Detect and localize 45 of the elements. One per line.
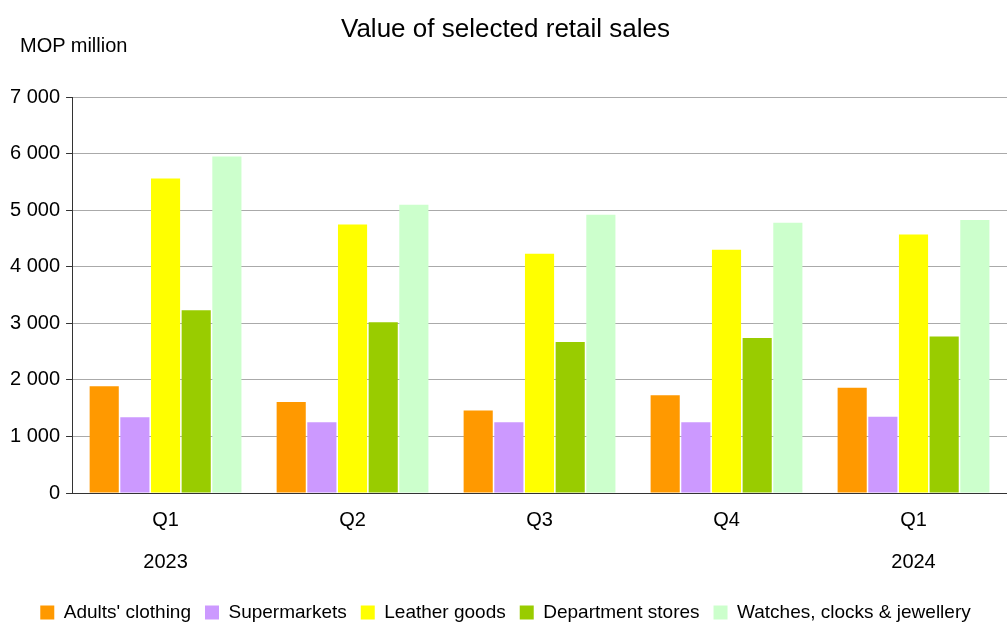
bar xyxy=(276,401,306,493)
legend-label: Supermarkets xyxy=(228,600,347,622)
bar xyxy=(555,342,585,493)
bar xyxy=(711,249,742,493)
x-tick-label: Q2 xyxy=(339,507,366,530)
bar xyxy=(960,219,990,493)
bar xyxy=(494,422,524,493)
bar xyxy=(524,253,555,493)
legend-label: Watches, clocks & jewellery xyxy=(737,600,972,622)
y-tick-label: 3 000 xyxy=(9,310,61,333)
y-tick-label: 6 000 xyxy=(9,141,61,164)
bar xyxy=(837,387,867,493)
bar xyxy=(212,156,242,493)
bar xyxy=(307,422,337,493)
bar xyxy=(463,410,493,493)
bar xyxy=(399,204,429,493)
bar xyxy=(181,310,211,493)
y-tick-label: 4 000 xyxy=(9,254,61,277)
bar xyxy=(337,224,368,493)
bar xyxy=(773,222,803,493)
legend-label: Department stores xyxy=(543,600,700,622)
bar xyxy=(742,338,772,493)
y-tick-label: 0 xyxy=(48,480,61,503)
chart-title: Value of selected retail sales xyxy=(340,12,671,43)
bar xyxy=(898,234,929,493)
legend-label: Leather goods xyxy=(384,600,506,622)
y-tick-label: 7 000 xyxy=(9,84,61,107)
bar xyxy=(650,395,680,493)
x-tick-label: Q4 xyxy=(713,507,740,530)
bar xyxy=(929,336,959,493)
bar xyxy=(150,178,181,493)
bar xyxy=(89,386,119,493)
x-tick-label: Q1 2024 xyxy=(891,507,936,572)
x-tick-label: Q1 2023 xyxy=(143,507,188,572)
bar xyxy=(868,416,898,493)
bar xyxy=(681,422,711,493)
y-tick-label: 2 000 xyxy=(9,367,61,390)
x-tick-label: Q3 xyxy=(526,507,553,530)
bar xyxy=(120,417,150,493)
y-axis-title: MOP million xyxy=(20,33,128,56)
y-tick-label: 5 000 xyxy=(9,197,61,220)
bar xyxy=(368,322,398,493)
legend-label: Adults' clothing xyxy=(63,600,191,622)
bar xyxy=(586,214,616,493)
y-tick-label: 1 000 xyxy=(9,423,61,446)
